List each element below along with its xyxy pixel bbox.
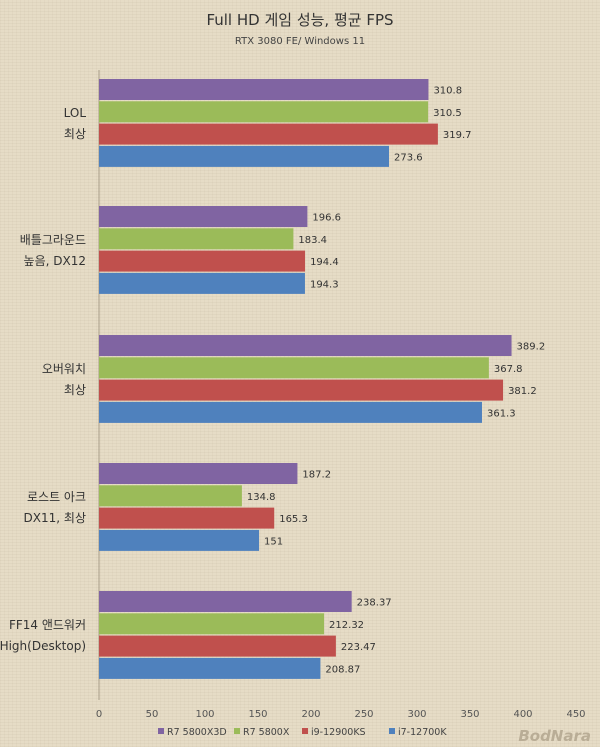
data-label: 165.3 [279, 514, 308, 525]
category-label: High(Desktop) [0, 639, 86, 653]
category-label: DX11, 최상 [24, 511, 86, 525]
legend-label: R7 5800X3D [167, 727, 227, 738]
bar [99, 507, 275, 529]
bar [99, 272, 305, 294]
x-tick-label: 0 [96, 709, 102, 720]
bar [99, 79, 429, 100]
data-label: 310.5 [433, 108, 462, 119]
category-label: 로스트 아크 [27, 490, 86, 504]
watermark-logo: BodNara [518, 727, 591, 745]
bar [99, 145, 390, 167]
data-label: 134.8 [247, 492, 276, 503]
bar [99, 591, 352, 612]
legend-label: i7-12700K [398, 727, 447, 738]
data-label: 212.32 [329, 620, 364, 631]
data-label: 223.47 [341, 642, 376, 653]
data-label: 361.3 [487, 408, 516, 419]
x-tick-label: 250 [354, 709, 373, 720]
legend-label: R7 5800X [243, 727, 290, 738]
category-label: 최상 [64, 383, 86, 397]
data-label: 194.4 [310, 257, 339, 268]
data-label: 187.2 [302, 470, 331, 481]
data-label: 273.6 [394, 152, 423, 163]
bars-layer: 310.8 310.5 319.7 273.6 196.6 183.4 194.4 194.3… [99, 79, 545, 679]
x-tick-label: 450 [566, 709, 585, 720]
data-label: 238.37 [357, 598, 392, 609]
data-label: 196.6 [312, 213, 341, 224]
bar [99, 228, 294, 250]
x-tick-label: 100 [195, 709, 214, 720]
data-label: 208.87 [325, 664, 360, 675]
x-tick-label: 150 [248, 709, 267, 720]
data-label: 319.7 [443, 130, 472, 141]
legend-label: i9-12900KS [311, 727, 366, 738]
bar [99, 529, 260, 551]
data-label: 389.2 [517, 342, 546, 353]
legend-swatch [389, 728, 395, 734]
bar [99, 657, 321, 679]
data-label: 194.3 [310, 279, 339, 290]
category-label: FF14 앤드워커 [9, 618, 86, 632]
category-label: 오버워치 [42, 362, 86, 376]
category-label: 높음, DX12 [24, 254, 86, 268]
category-label: 배틀그라운드 [20, 233, 86, 247]
data-label: 381.2 [508, 386, 537, 397]
bar [99, 613, 325, 635]
data-label: 367.8 [494, 364, 523, 375]
chart-title: Full HD 게임 성능, 평균 FPS [206, 11, 393, 29]
bar [99, 206, 308, 227]
legend-swatch [158, 728, 164, 734]
chart-subtitle: RTX 3080 FE/ Windows 11 [235, 36, 365, 47]
x-tick-label: 200 [301, 709, 320, 720]
data-label: 310.8 [433, 86, 462, 97]
data-label: 183.4 [298, 235, 327, 246]
bar [99, 463, 298, 484]
bar [99, 250, 306, 272]
bar [99, 335, 512, 356]
bar [99, 635, 336, 657]
bar [99, 485, 242, 507]
legend: R7 5800X3D R7 5800X i9-12900KS i7-12700K [158, 727, 447, 738]
x-tick-label: 50 [146, 709, 159, 720]
bar [99, 101, 429, 123]
bar [99, 379, 504, 401]
x-axis-ticks: 0 50 100 150 200 250 300 350 400 450 [96, 709, 586, 720]
category-label: LOL [64, 106, 87, 120]
bar [99, 123, 438, 145]
category-label: 최상 [64, 127, 86, 141]
x-tick-label: 400 [513, 709, 532, 720]
x-tick-label: 300 [407, 709, 426, 720]
x-tick-label: 350 [460, 709, 479, 720]
legend-swatch [234, 728, 240, 734]
data-label: 151 [264, 536, 283, 547]
bar [99, 401, 482, 423]
legend-swatch [302, 728, 308, 734]
bar [99, 357, 489, 379]
